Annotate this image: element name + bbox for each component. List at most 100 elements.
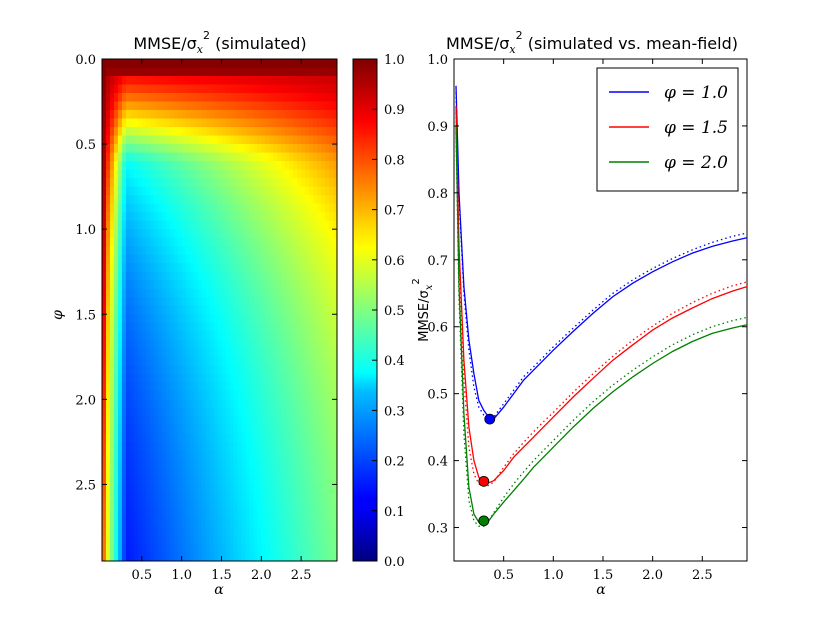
heatmap-cell xyxy=(265,195,270,205)
heatmap-cell xyxy=(189,59,195,68)
heatmap-cell xyxy=(269,526,274,536)
heatmap-cell xyxy=(129,271,135,281)
heatmap-cell xyxy=(201,339,206,349)
heatmap-cell xyxy=(205,220,210,230)
heatmap-cell xyxy=(245,475,250,485)
heatmap-cell xyxy=(102,535,107,545)
heatmap-cell xyxy=(305,195,310,205)
heatmap-cell xyxy=(281,399,286,409)
heatmap-cell xyxy=(309,127,314,136)
heatmap-cell xyxy=(189,450,195,460)
heatmap-cell xyxy=(329,356,334,366)
heatmap-cell xyxy=(269,314,274,324)
heatmap-cell xyxy=(157,271,163,281)
heatmap-cell xyxy=(145,118,151,128)
heatmap-cell xyxy=(149,509,155,519)
heatmap-cell xyxy=(225,365,230,375)
heatmap-cell xyxy=(317,322,322,332)
heatmap-cell xyxy=(297,552,302,562)
heatmap-cell xyxy=(261,322,266,332)
heatmap-cell xyxy=(109,212,115,222)
heatmap-cell xyxy=(233,271,238,281)
heatmap-cell xyxy=(189,127,195,136)
heatmap-cell xyxy=(301,424,306,434)
heatmap-cell xyxy=(177,348,183,358)
heatmap-cell xyxy=(173,229,179,239)
heatmap-cell xyxy=(189,169,195,179)
heatmap-cell xyxy=(209,373,214,383)
heatmap-cell xyxy=(229,186,234,196)
heatmap-cell xyxy=(141,254,147,264)
heatmap-cell xyxy=(213,203,218,213)
heatmap-cell xyxy=(305,93,310,102)
heatmap-cell xyxy=(173,305,179,315)
heatmap-cell xyxy=(305,322,310,332)
heatmap-cell xyxy=(165,263,171,273)
heatmap-cell xyxy=(297,186,302,196)
heatmap-cell xyxy=(213,297,218,307)
heatmap-cell xyxy=(149,475,155,485)
heatmap-cell xyxy=(185,195,191,205)
heatmap-cell xyxy=(193,441,198,451)
heatmap-cell xyxy=(273,127,278,136)
heatmap-cell xyxy=(333,535,338,545)
heatmap-cell xyxy=(181,365,187,375)
heatmap-cell xyxy=(321,356,326,366)
heatmap-cell xyxy=(277,314,282,324)
heatmap-cell xyxy=(293,59,298,68)
heatmap-cell xyxy=(105,135,111,145)
heatmap-cell xyxy=(137,135,143,145)
heatmap-cell xyxy=(141,501,147,511)
heatmap-cell xyxy=(109,314,115,324)
legend-label: φ = 1.0 xyxy=(664,83,728,103)
heatmap-cell xyxy=(213,356,218,366)
heatmap-cell xyxy=(209,467,214,477)
heatmap-cell xyxy=(121,254,127,264)
heatmap-cell xyxy=(102,407,107,417)
heatmap-cell xyxy=(249,390,254,400)
heatmap-cell xyxy=(153,552,159,562)
heatmap-cell xyxy=(105,424,111,434)
heatmap-cell xyxy=(273,229,278,239)
heatmap-cell xyxy=(185,93,191,102)
heatmap-cell xyxy=(213,67,218,77)
heatmap-cell xyxy=(257,127,262,136)
heatmap-cell xyxy=(225,101,230,111)
heatmap-cell xyxy=(265,458,270,468)
heatmap-cell xyxy=(205,84,210,94)
heatmap-cell xyxy=(289,297,294,307)
heatmap-cell xyxy=(273,169,278,179)
heatmap-cell xyxy=(277,246,282,256)
heatmap-cell xyxy=(161,288,167,298)
heatmap-cell xyxy=(153,271,159,281)
heatmap-cell xyxy=(201,229,206,239)
heatmap-cell xyxy=(317,67,322,77)
heatmap-cell xyxy=(297,501,302,511)
heatmap-cell xyxy=(173,254,179,264)
heatmap-cell xyxy=(197,518,202,528)
heatmap-cell xyxy=(197,314,202,324)
heatmap-cell xyxy=(313,152,318,162)
heatmap-cell xyxy=(313,339,318,349)
heatmap-cell xyxy=(181,144,187,153)
heatmap-cell xyxy=(317,305,322,315)
heatmap-cell xyxy=(181,93,187,102)
heatmap-cell xyxy=(113,280,119,290)
heatmap-cell xyxy=(177,297,183,307)
heatmap-cell xyxy=(217,288,222,298)
heatmap-cell xyxy=(229,382,234,392)
heatmap-cell xyxy=(321,297,326,307)
heatmap-cell xyxy=(109,433,115,443)
heatmap-cell xyxy=(169,186,175,196)
heatmap-cell xyxy=(253,450,258,460)
heatmap-cell xyxy=(249,135,254,145)
heatmap-cell xyxy=(205,161,210,171)
heatmap-cell xyxy=(221,101,226,111)
heatmap-cell xyxy=(281,169,286,179)
heatmap-cell xyxy=(313,76,318,85)
heatmap-cell xyxy=(241,518,246,528)
heatmap-cell xyxy=(117,229,123,239)
heatmap-cell xyxy=(189,390,195,400)
heatmap-cell xyxy=(145,220,151,230)
